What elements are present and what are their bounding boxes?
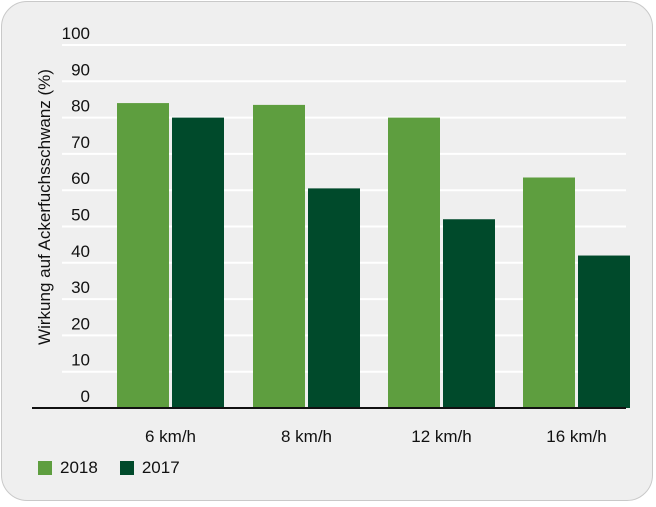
y-tick-label-30: 30 [71,278,90,297]
bars [117,103,630,409]
bar-2017-0 [172,117,224,408]
legend-label-2017: 2017 [141,458,180,477]
x-tick-label-3: 16 km/h [546,427,606,446]
y-tick-label-70: 70 [71,133,90,152]
legend-item-2018: 2018 [38,458,98,478]
y-axis-label: Wirkung auf Ackerfuchsschwanz (%) [35,69,54,345]
y-tick-label-0: 0 [81,387,90,406]
x-tick-label-0: 6 km/h [145,427,196,446]
bar-2018-0 [117,103,169,408]
bar-2018-3 [523,177,575,408]
y-tick-label-100: 100 [62,24,90,43]
y-tick-label-80: 80 [71,97,90,116]
y-tick-labels: 0 10 20 30 40 50 60 70 80 90 100 [62,24,90,406]
y-tick-label-20: 20 [71,314,90,333]
bar-2018-1 [253,104,305,409]
bar-2018-2 [388,117,440,408]
bar-2017-3 [578,255,630,408]
legend-swatch-2017 [119,461,134,475]
bar-2017-1 [308,188,360,408]
x-tick-labels: 6 km/h 8 km/h 12 km/h 16 km/h [145,427,607,446]
legend-label-2018: 2018 [60,458,98,477]
y-tick-label-90: 90 [71,60,90,79]
y-tick-label-10: 10 [71,351,90,370]
bar-2017-2 [443,219,495,408]
x-tick-label-1: 8 km/h [281,427,332,446]
legend-swatch-2018 [38,461,52,475]
y-tick-label-50: 50 [71,206,90,225]
y-tick-label-60: 60 [71,169,90,188]
legend: 2018 2017 [38,458,180,478]
y-tick-label-40: 40 [71,242,90,261]
x-tick-label-2: 12 km/h [411,427,471,446]
legend-item-2017: 2017 [119,458,180,478]
